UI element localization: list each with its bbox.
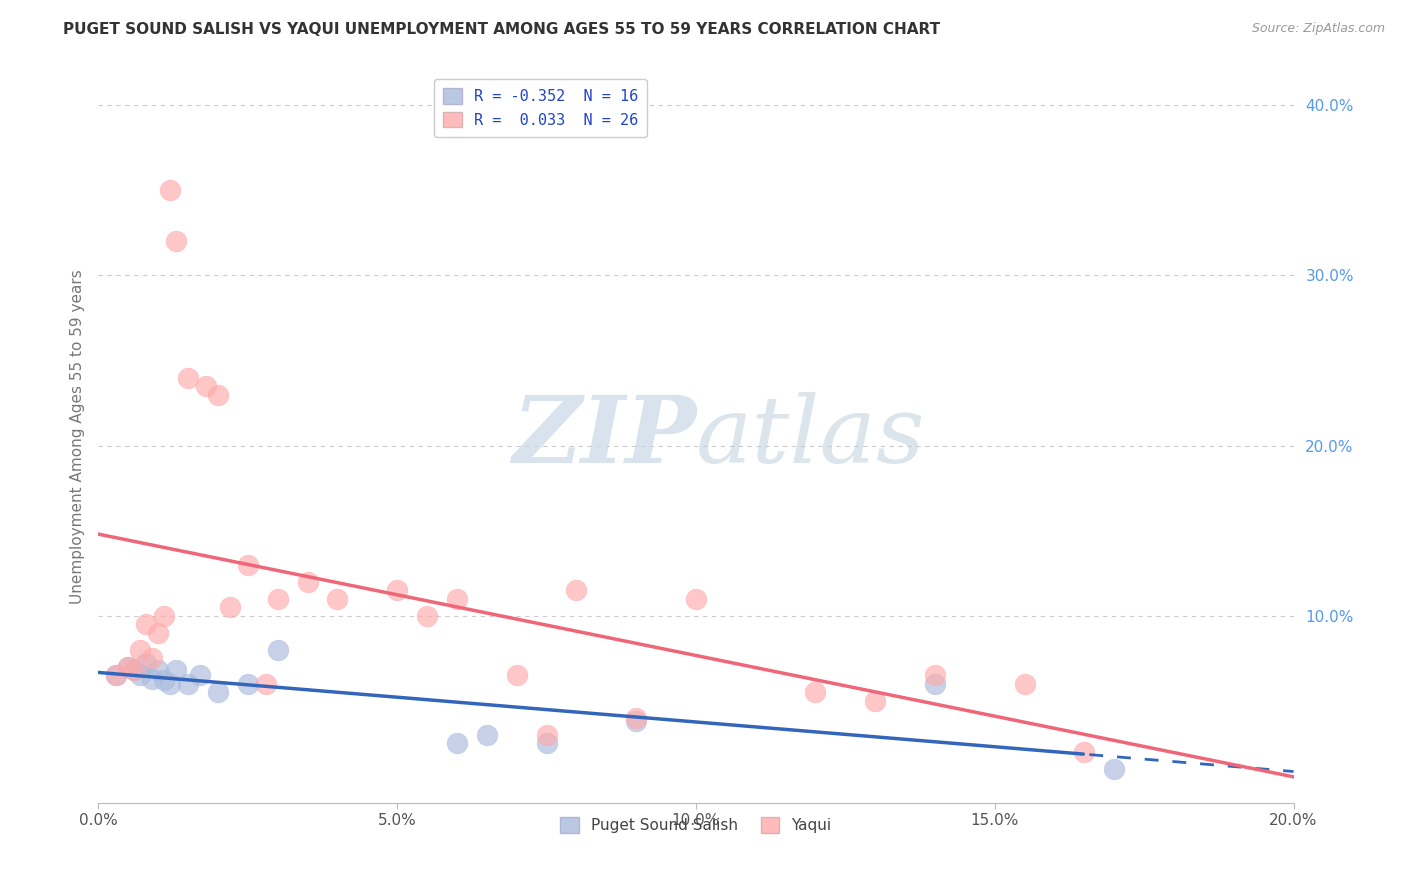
Point — [135, 617, 157, 632]
Point — [148, 663, 170, 677]
Point — [188, 668, 211, 682]
Point — [177, 370, 200, 384]
Point — [153, 608, 176, 623]
Point — [207, 387, 229, 401]
Point — [148, 625, 170, 640]
Point — [105, 668, 128, 682]
Point — [254, 677, 277, 691]
Point — [124, 663, 146, 677]
Point — [326, 591, 349, 606]
Text: atlas: atlas — [696, 392, 925, 482]
Point — [129, 642, 152, 657]
Point — [141, 672, 163, 686]
Point — [536, 736, 558, 750]
Point — [475, 728, 498, 742]
Point — [416, 608, 439, 623]
Legend: Puget Sound Salish, Yaqui: Puget Sound Salish, Yaqui — [554, 811, 838, 839]
Text: Source: ZipAtlas.com: Source: ZipAtlas.com — [1251, 22, 1385, 36]
Point — [236, 558, 259, 572]
Point — [385, 583, 409, 598]
Point — [117, 659, 139, 673]
Text: PUGET SOUND SALISH VS YAQUI UNEMPLOYMENT AMONG AGES 55 TO 59 YEARS CORRELATION C: PUGET SOUND SALISH VS YAQUI UNEMPLOYMENT… — [63, 22, 941, 37]
Point — [195, 379, 218, 393]
Point — [865, 694, 887, 708]
Y-axis label: Unemployment Among Ages 55 to 59 years: Unemployment Among Ages 55 to 59 years — [69, 269, 84, 605]
Point — [565, 583, 588, 598]
Point — [105, 668, 128, 682]
Point — [219, 600, 242, 615]
Point — [141, 651, 163, 665]
Point — [153, 673, 176, 688]
Point — [165, 235, 187, 249]
Point — [236, 677, 259, 691]
Point — [506, 668, 529, 682]
Point — [135, 657, 157, 671]
Point — [124, 663, 146, 677]
Point — [536, 728, 558, 742]
Point — [267, 591, 290, 606]
Point — [159, 677, 181, 691]
Point — [685, 591, 707, 606]
Point — [165, 663, 187, 677]
Point — [446, 591, 468, 606]
Point — [924, 668, 946, 682]
Point — [626, 714, 648, 728]
Point — [446, 736, 468, 750]
Point — [177, 677, 200, 691]
Point — [159, 183, 181, 197]
Point — [207, 685, 229, 699]
Point — [117, 659, 139, 673]
Point — [1073, 745, 1095, 759]
Point — [267, 642, 290, 657]
Point — [129, 668, 152, 682]
Point — [297, 574, 319, 589]
Point — [924, 677, 946, 691]
Point — [1104, 762, 1126, 776]
Point — [626, 711, 648, 725]
Point — [1014, 677, 1036, 691]
Text: ZIP: ZIP — [512, 392, 696, 482]
Point — [804, 685, 827, 699]
